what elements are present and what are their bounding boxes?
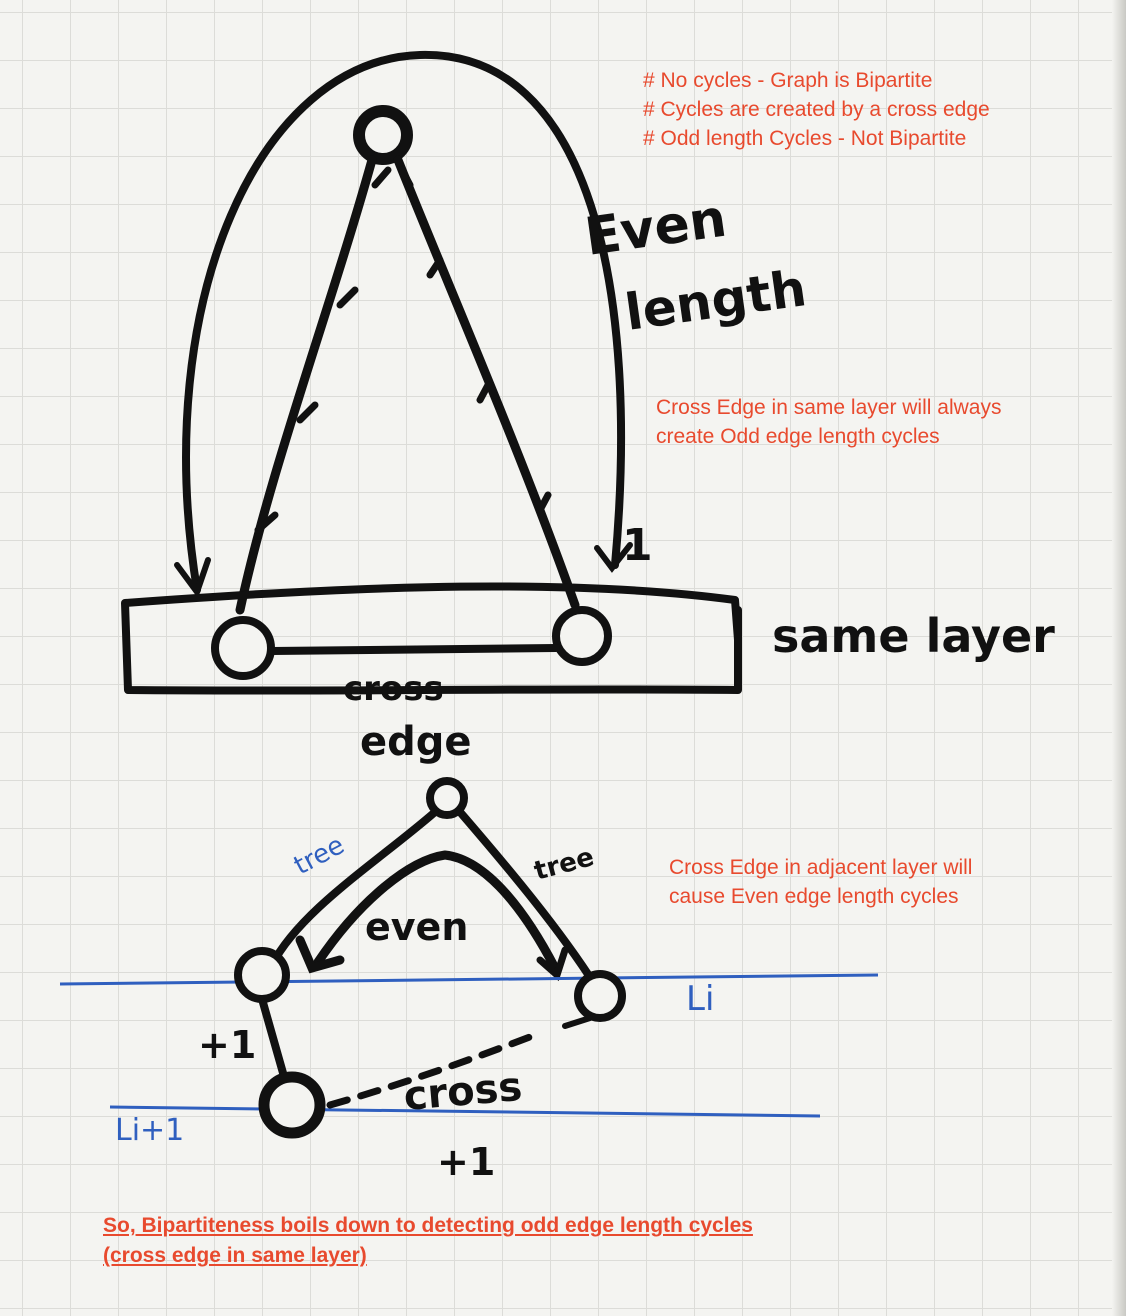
same-layer-handwriting: same layer	[772, 609, 1055, 663]
note-line: Cross Edge in adjacent layer will	[669, 856, 973, 879]
even-path-arrowhead-right	[536, 946, 569, 982]
tree-edge-right	[393, 155, 580, 610]
plus-one-bottom-label: +1	[437, 1140, 495, 1184]
tree-edge-right-arrows	[398, 166, 552, 514]
tree-edge-left-arrows	[254, 166, 392, 534]
even-path-arrowhead-left	[295, 935, 345, 974]
outer-even-length-arc	[182, 50, 626, 594]
layer-i-node-right	[574, 970, 626, 1022]
same-layer-note: Cross Edge in same layer will always cre…	[656, 393, 1001, 451]
note-line: # Odd length Cycles - Not Bipartite	[643, 127, 967, 150]
layer-line-li-plus-1	[109, 1105, 821, 1118]
even-handwriting: Even	[581, 189, 730, 268]
layer-i-plus-1-node	[258, 1071, 326, 1139]
lower-tree-edge-right	[456, 808, 599, 989]
conclusion-line: (cross edge in same layer)	[103, 1244, 367, 1267]
li-label: Li	[686, 979, 714, 1019]
tree-edge-left	[235, 155, 377, 615]
outer-arc-arrowhead-left	[174, 557, 211, 599]
dashed-cross-edge	[326, 1031, 539, 1109]
outer-arc-arrowhead-right	[594, 542, 633, 573]
conclusion-note: So, Bipartiteness boils down to detectin…	[103, 1211, 753, 1271]
note-line: create Odd edge length cycles	[656, 425, 940, 448]
lower-tree-edge-left	[268, 808, 439, 969]
length-handwriting: length	[622, 259, 810, 342]
note-line: Cross Edge in same layer will always	[656, 396, 1002, 419]
layer-i-node-left	[234, 947, 290, 1003]
plus-one-tree-edge	[258, 995, 289, 1084]
note-line: cause Even edge length cycles	[669, 885, 959, 908]
same-layer-cross-edge	[268, 644, 560, 655]
adjacent-layer-note: Cross Edge in adjacent layer will cause …	[669, 853, 972, 911]
cross-handwriting: cross	[343, 669, 444, 709]
even-small-label: even	[365, 905, 468, 949]
top-notes: # No cycles - Graph is Bipartite # Cycle…	[643, 66, 990, 153]
lower-root-node	[426, 777, 468, 819]
plus-one-left-label: +1	[198, 1023, 256, 1067]
edge-handwriting: edge	[360, 719, 472, 765]
note-line: # No cycles - Graph is Bipartite	[643, 69, 933, 92]
page-edge-shadow	[1112, 0, 1126, 1316]
right-node-tail	[562, 1015, 593, 1029]
tree-left-label: tree	[289, 830, 349, 881]
one-mark: 1	[622, 520, 653, 571]
layer-line-li	[59, 973, 879, 986]
same-layer-box	[121, 582, 742, 695]
tree-right-label: tree	[531, 842, 597, 887]
root-node	[353, 105, 413, 165]
same-layer-node-left	[211, 616, 275, 680]
note-line: # Cycles are created by a cross edge	[643, 98, 990, 121]
same-layer-node-right	[552, 606, 612, 666]
cross-lower-label: cross	[402, 1064, 524, 1120]
li-plus-1-label: Li+1	[115, 1113, 184, 1148]
conclusion-line: So, Bipartiteness boils down to detectin…	[103, 1214, 753, 1237]
even-path-arrow	[313, 850, 560, 973]
